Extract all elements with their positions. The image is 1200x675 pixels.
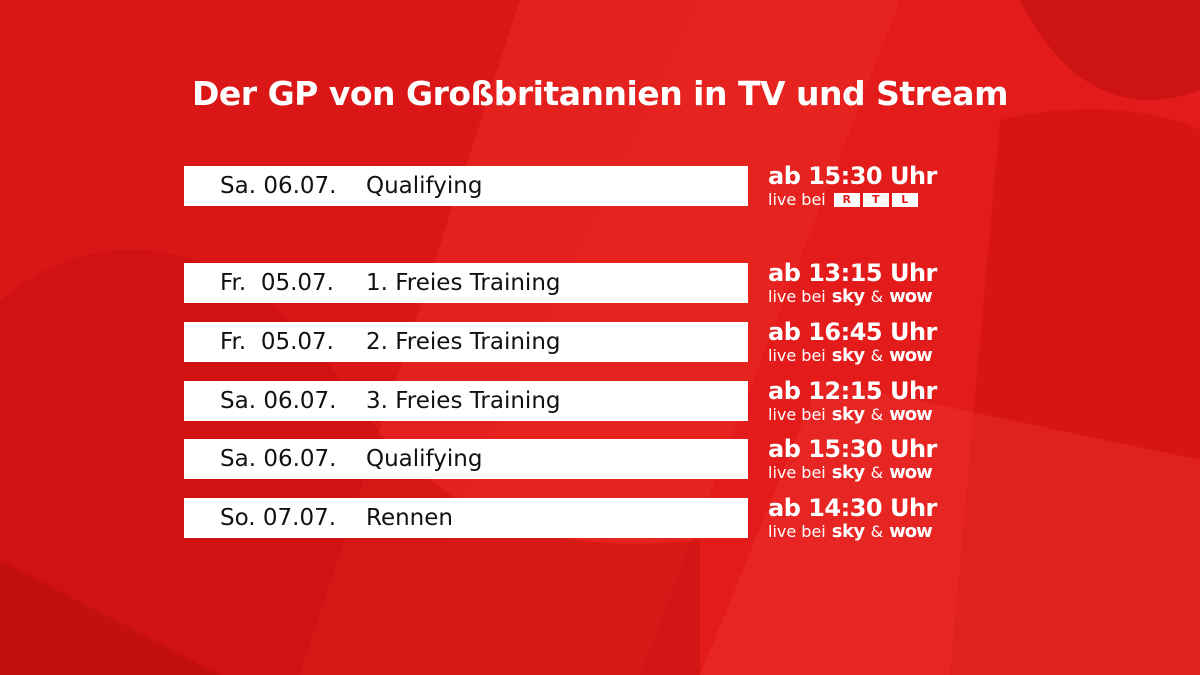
- schedule-row: Fr. 05.07. 1. Freies Training ab 13:15 U…: [0, 259, 1200, 309]
- start-time: ab 15:30 Uhr: [768, 435, 937, 463]
- session-date: Sa. 06.07.: [220, 446, 337, 472]
- wow-logo: wow: [889, 404, 933, 425]
- broadcast-info: ab 15:30 Uhr live bei sky & wow: [768, 435, 937, 483]
- schedule-row: So. 07.07. Rennen ab 14:30 Uhr live bei …: [0, 494, 1200, 544]
- sky-logo: sky: [831, 404, 865, 425]
- live-prefix: live bei: [768, 463, 826, 482]
- sky-logo: sky: [831, 462, 865, 483]
- live-prefix: live bei: [768, 405, 826, 424]
- page-title: Der GP von Großbritannien in TV und Stre…: [192, 74, 1008, 113]
- broadcast-info: ab 12:15 Uhr live bei sky & wow: [768, 377, 937, 425]
- broadcast-info: ab 15:30 Uhr live bei R T L: [768, 162, 937, 210]
- broadcast-info: ab 13:15 Uhr live bei sky & wow: [768, 259, 937, 307]
- ampersand: &: [870, 346, 884, 365]
- start-time: ab 13:15 Uhr: [768, 259, 937, 287]
- session-bar: Sa. 06.07. 3. Freies Training: [184, 381, 748, 421]
- schedule-row: Sa. 06.07. Qualifying ab 15:30 Uhr live …: [0, 435, 1200, 485]
- schedule-row: Fr. 05.07. 2. Freies Training ab 16:45 U…: [0, 318, 1200, 368]
- session-name: Rennen: [366, 505, 453, 531]
- start-time: ab 16:45 Uhr: [768, 318, 937, 346]
- live-line: live bei sky & wow: [768, 287, 937, 307]
- sky-logo: sky: [831, 345, 865, 366]
- session-name: Qualifying: [366, 173, 483, 199]
- schedule-row: Sa. 06.07. 3. Freies Training ab 12:15 U…: [0, 377, 1200, 427]
- ampersand: &: [870, 287, 884, 306]
- live-line: live bei sky & wow: [768, 463, 937, 483]
- schedule-row-rtl: Sa. 06.07. Qualifying ab 15:30 Uhr live …: [0, 162, 1200, 212]
- session-date: Fr. 05.07.: [220, 329, 334, 355]
- broadcast-info: ab 16:45 Uhr live bei sky & wow: [768, 318, 937, 366]
- session-date: Sa. 06.07.: [220, 388, 337, 414]
- live-prefix: live bei: [768, 522, 826, 541]
- live-line: live bei sky & wow: [768, 522, 937, 542]
- sky-logo: sky: [831, 286, 865, 307]
- ampersand: &: [870, 463, 884, 482]
- live-line: live bei R T L: [768, 190, 937, 210]
- start-time: ab 15:30 Uhr: [768, 162, 937, 190]
- session-name: 3. Freies Training: [366, 388, 561, 414]
- wow-logo: wow: [889, 345, 933, 366]
- live-line: live bei sky & wow: [768, 346, 937, 366]
- broadcast-info: ab 14:30 Uhr live bei sky & wow: [768, 494, 937, 542]
- session-name: 2. Freies Training: [366, 329, 561, 355]
- sky-logo: sky: [831, 521, 865, 542]
- live-line: live bei sky & wow: [768, 405, 937, 425]
- wow-logo: wow: [889, 286, 933, 307]
- session-name: 1. Freies Training: [366, 270, 561, 296]
- session-bar: Fr. 05.07. 2. Freies Training: [184, 322, 748, 362]
- session-bar: Sa. 06.07. Qualifying: [184, 439, 748, 479]
- session-name: Qualifying: [366, 446, 483, 472]
- rtl-logo-icon: R T L: [833, 193, 918, 207]
- session-bar: Sa. 06.07. Qualifying: [184, 166, 748, 206]
- start-time: ab 12:15 Uhr: [768, 377, 937, 405]
- wow-logo: wow: [889, 462, 933, 483]
- live-prefix: live bei: [768, 346, 826, 365]
- ampersand: &: [870, 405, 884, 424]
- live-prefix: live bei: [768, 190, 826, 209]
- session-date: So. 07.07.: [220, 505, 337, 531]
- session-date: Sa. 06.07.: [220, 173, 337, 199]
- wow-logo: wow: [889, 521, 933, 542]
- live-prefix: live bei: [768, 287, 826, 306]
- session-bar: Fr. 05.07. 1. Freies Training: [184, 263, 748, 303]
- session-bar: So. 07.07. Rennen: [184, 498, 748, 538]
- session-date: Fr. 05.07.: [220, 270, 334, 296]
- start-time: ab 14:30 Uhr: [768, 494, 937, 522]
- ampersand: &: [870, 522, 884, 541]
